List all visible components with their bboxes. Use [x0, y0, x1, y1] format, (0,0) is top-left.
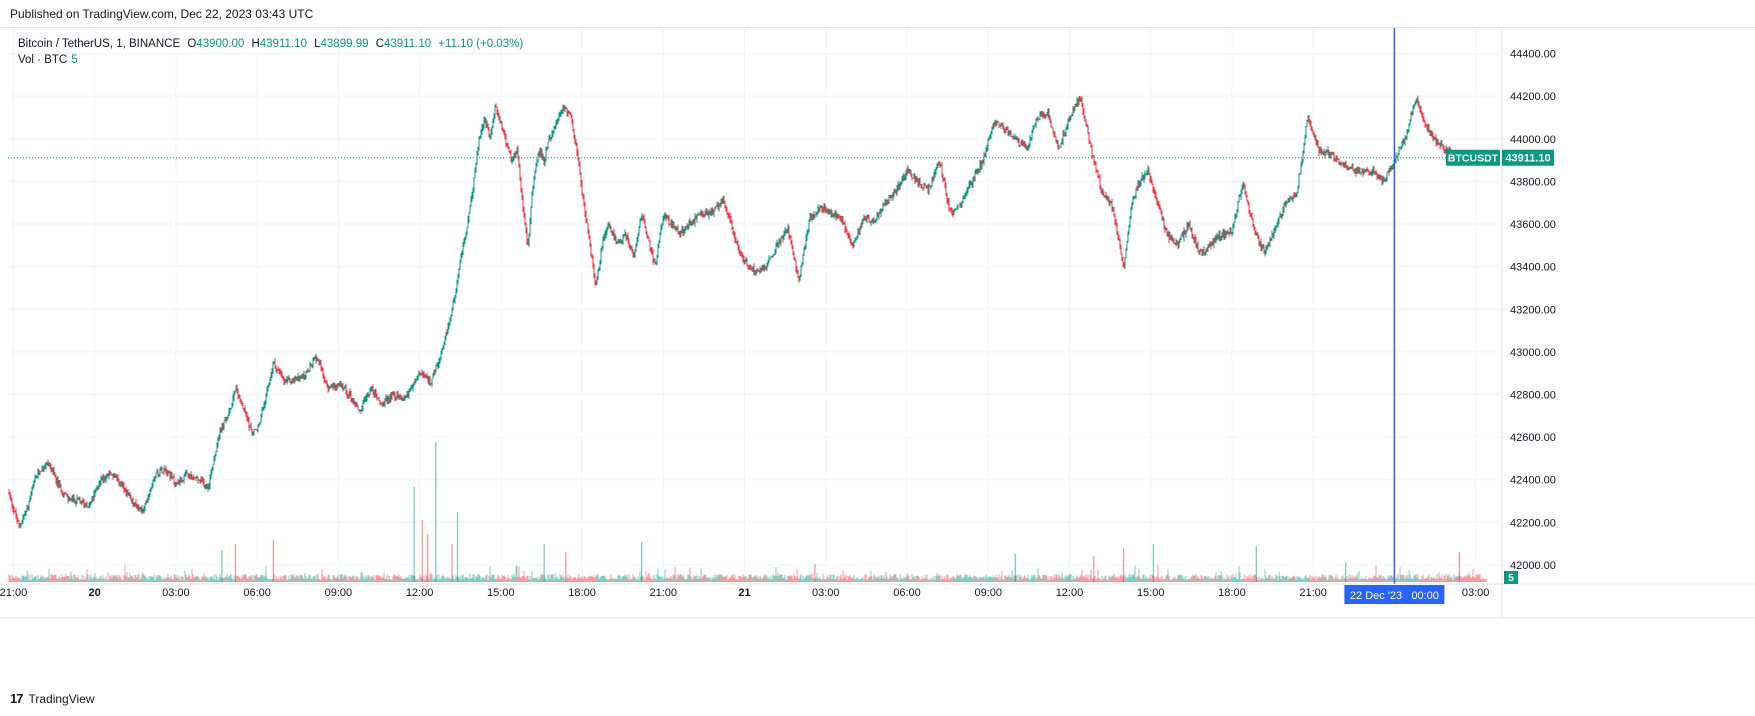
- volume-last-label-text: 5: [1508, 572, 1514, 584]
- time-tick-label: 06:00: [893, 587, 921, 599]
- price-tick-label: 42400.00: [1510, 475, 1556, 487]
- time-tick-label: 06:00: [243, 587, 271, 599]
- time-tick-label: 18:00: [1218, 587, 1246, 599]
- time-tick-label: 03:00: [1462, 587, 1490, 599]
- symbol-tag: BTCUSDT: [1446, 149, 1500, 166]
- published-banner: Published on TradingView.com, Dec 22, 20…: [0, 0, 1755, 28]
- time-tick-label: 20: [89, 587, 101, 599]
- crosshair-time-label: 22 Dec '23 00:00: [1344, 585, 1445, 604]
- symbol-tag-background: [1446, 149, 1500, 166]
- volume-last-label-background: [1504, 571, 1518, 584]
- price-tick-label: 43200.00: [1510, 304, 1556, 316]
- last-price-label: 43911.10: [1502, 149, 1554, 166]
- time-tick-label: 12:00: [406, 587, 434, 599]
- time-axis[interactable]: 21:00 20 03:00 06:00 09:00 12:00 15:00 18:00 21:…: [0, 587, 1489, 599]
- legend-volume: Vol · BTC 5: [18, 52, 523, 68]
- price-tick-label: 44200.00: [1510, 91, 1556, 103]
- price-tick-label: 42800.00: [1510, 389, 1556, 401]
- time-tick-label: 21:00: [650, 587, 678, 599]
- legend-close-label: C: [375, 38, 384, 50]
- legend-low-label: L: [314, 38, 321, 50]
- price-tick-label: 43600.00: [1510, 219, 1556, 231]
- volume-last-label: 5: [1504, 571, 1518, 584]
- candles: [8, 95, 1460, 529]
- price-chart[interactable]: 42000.00 42200.00 42400.00 42600.00 42800.00…: [0, 28, 1755, 688]
- legend-close-value: 43911.10: [384, 38, 432, 50]
- legend-high-label: H: [251, 38, 260, 50]
- price-tick-label: 43000.00: [1510, 347, 1556, 359]
- tradingview-logo-icon[interactable]: 17: [10, 691, 24, 706]
- time-tick-label: 03:00: [162, 587, 190, 599]
- time-tick-label: 03:00: [812, 587, 840, 599]
- price-tick-label: 43400.00: [1510, 262, 1556, 274]
- price-tick-label: 43800.00: [1510, 176, 1556, 188]
- legend-volume-label[interactable]: Vol · BTC: [18, 54, 68, 66]
- legend-ohlc: Bitcoin / TetherUS, 1, BINANCE O43900.00…: [18, 36, 523, 52]
- time-tick-label: 15:00: [1137, 587, 1165, 599]
- time-tick-label: 09:00: [974, 587, 1002, 599]
- price-tick-label: 44400.00: [1510, 49, 1556, 61]
- legend-open-label: O: [187, 38, 197, 50]
- price-axis[interactable]: 42000.00 42200.00 42400.00 42600.00 42800.00…: [0, 28, 1755, 619]
- time-tick-label: 21:00: [1299, 587, 1327, 599]
- time-tick-label: 09:00: [325, 587, 353, 599]
- footer: 17 TradingView: [10, 690, 95, 708]
- price-tick-label: 42000.00: [1510, 560, 1556, 572]
- chart-legend: Bitcoin / TetherUS, 1, BINANCE O43900.00…: [18, 36, 523, 68]
- time-tick-label: 21: [738, 587, 750, 599]
- footer-brand[interactable]: TradingView: [28, 692, 95, 706]
- last-price-label-background: [1502, 149, 1554, 166]
- time-tick-label: 15:00: [487, 587, 515, 599]
- price-tick-label: 42200.00: [1510, 517, 1556, 529]
- price-tick-label: 44000.00: [1510, 134, 1556, 146]
- time-tick-label: 18:00: [568, 587, 596, 599]
- grid: [8, 28, 1500, 582]
- last-price-label-text: 43911.10: [1505, 153, 1550, 165]
- time-tick-label: 12:00: [1056, 587, 1084, 599]
- legend-change: +11.10 (+0.03%): [438, 38, 524, 50]
- crosshair-time-label-text: 22 Dec '23 00:00: [1350, 590, 1439, 602]
- legend-volume-value: 5: [71, 54, 78, 66]
- price-tick-label: 42600.00: [1510, 432, 1556, 444]
- crosshair-time-label-background: [1344, 585, 1445, 604]
- volume-bars: [8, 442, 1487, 582]
- legend-symbol[interactable]: Bitcoin / TetherUS, 1, BINANCE: [18, 38, 181, 50]
- legend-open-value: 43900.00: [196, 38, 245, 50]
- symbol-tag-text: BTCUSDT: [1448, 153, 1499, 165]
- legend-low-value: 43899.99: [320, 38, 369, 50]
- time-tick-label: 21:00: [0, 587, 27, 599]
- legend-high-value: 43911.10: [259, 38, 307, 50]
